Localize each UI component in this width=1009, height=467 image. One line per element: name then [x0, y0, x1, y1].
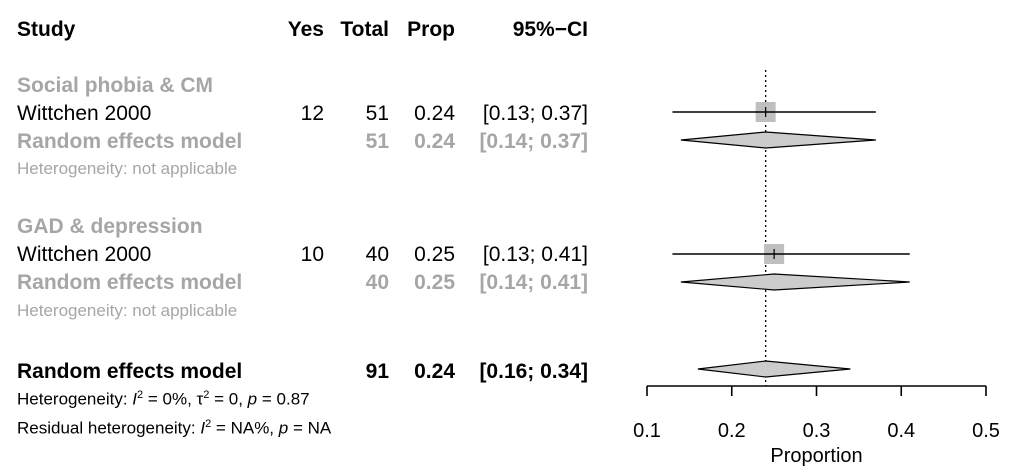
subgroup-re-total: 51 [365, 130, 389, 153]
subgroup-re-label: Random effects model [17, 271, 243, 294]
subgroup-title: Social phobia & CM [17, 74, 214, 97]
header-study: Study [17, 18, 76, 41]
subgroup-re-prop: 0.24 [414, 130, 455, 153]
study-total: 40 [365, 243, 389, 266]
header-total: Total [340, 18, 389, 41]
x-tick-label: 0.4 [887, 420, 915, 442]
subgroup-title: GAD & depression [17, 215, 203, 238]
subgroup-re-total: 40 [365, 271, 389, 294]
subgroup-re-ci: [0.14; 0.37] [479, 130, 588, 153]
overall-re-prop: 0.24 [414, 360, 455, 383]
study-yes: 12 [300, 102, 324, 125]
subgroup-re-ci: [0.14; 0.41] [479, 271, 588, 294]
x-tick-label: 0.1 [633, 420, 661, 442]
study-name: Wittchen 2000 [17, 243, 152, 266]
header-prop: Prop [407, 18, 455, 41]
overall-re-label: Random effects model [17, 360, 243, 383]
x-axis-label: Proportion [770, 445, 862, 467]
overall-re-ci: [0.16; 0.34] [479, 360, 588, 383]
subgroup-diamond [680, 273, 910, 291]
x-tick-label: 0.2 [718, 420, 746, 442]
header-yes: Yes [287, 18, 324, 41]
study-total: 51 [365, 102, 389, 125]
study-prop: 0.25 [414, 243, 455, 266]
study-prop: 0.24 [414, 102, 455, 125]
overall-diamond [697, 360, 851, 378]
subgroup-heterogeneity: Heterogeneity: not applicable [17, 159, 238, 178]
x-tick-label: 0.5 [972, 420, 1000, 442]
header-ci: 95%−CI [512, 18, 588, 41]
subgroup-diamond [680, 131, 876, 149]
subgroup-heterogeneity: Heterogeneity: not applicable [17, 301, 238, 320]
overall-re-total: 91 [365, 360, 389, 383]
study-ci: [0.13; 0.37] [482, 102, 588, 125]
subgroup-re-prop: 0.25 [414, 271, 455, 294]
subgroup-re-label: Random effects model [17, 130, 243, 153]
overall-heterogeneity: Heterogeneity: I2 = 0%, τ2 = 0, p = 0.87 [17, 389, 310, 409]
residual-heterogeneity: Residual heterogeneity: I2 = NA%, p = NA [17, 418, 332, 438]
study-ci: [0.13; 0.41] [482, 243, 588, 266]
x-tick-label: 0.3 [803, 420, 831, 442]
study-yes: 10 [300, 243, 324, 266]
study-name: Wittchen 2000 [17, 102, 152, 125]
